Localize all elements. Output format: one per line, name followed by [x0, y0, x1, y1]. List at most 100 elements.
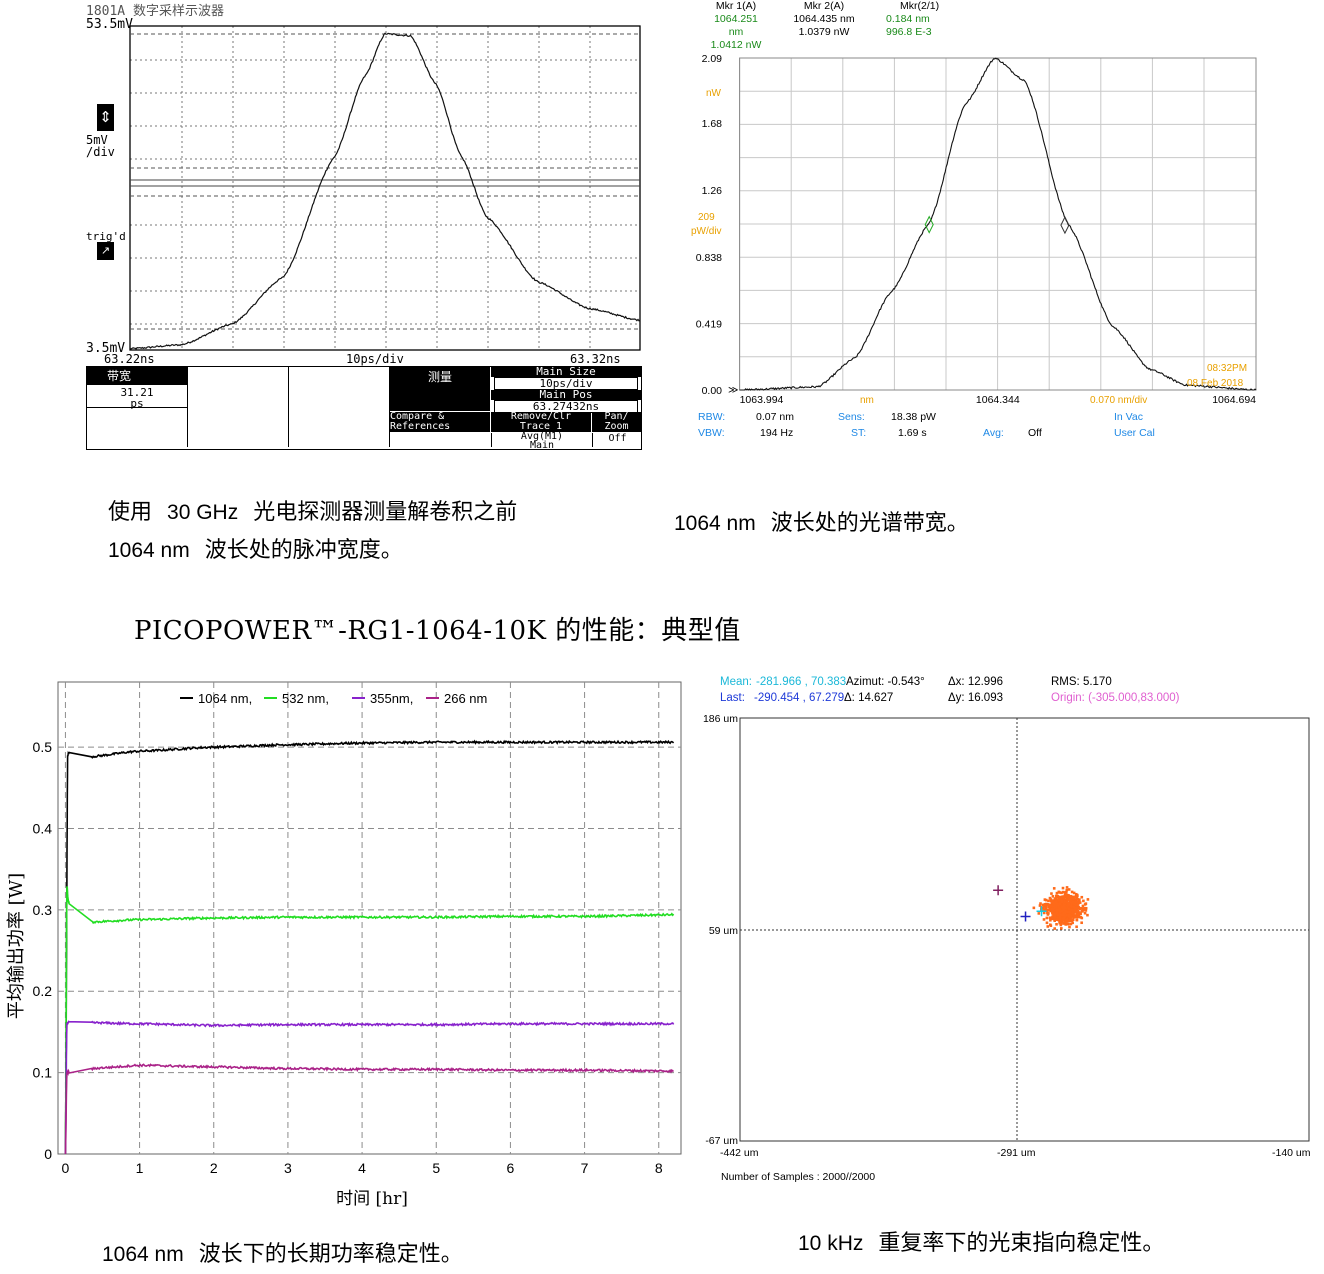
section-title: PICOPOWER™-RG1-1064-10K 的性能：典型值: [134, 616, 741, 646]
power-x-axis-label: 时间 [hr]: [336, 1189, 408, 1209]
pointing-sample-dot: [1063, 891, 1067, 894]
pointing-sample-dot: [1061, 907, 1065, 910]
caption-pulse-line-1: 使用 30 GHz 光电探测器测量解卷积之前: [108, 494, 648, 532]
bandwidth-cell[interactable]: 带宽 31.21 ps: [87, 367, 188, 447]
pointing-sample-dot: [1050, 916, 1054, 920]
osa-spectrum-trace: [739, 57, 1257, 391]
pointing-sample-dot: [1071, 911, 1074, 914]
pointing-sample-dot: [1075, 906, 1079, 910]
pointing-sample-dot: [1049, 899, 1053, 903]
pointing-sample-dot: [1050, 910, 1054, 914]
avg-label: Avg:: [983, 427, 1004, 439]
caption-pointing-rate: 10 kHz: [798, 1232, 864, 1255]
pan-label: Pan/: [604, 411, 629, 422]
pointing-sample-dot: [1037, 912, 1041, 915]
pointing-sample-dot: [1067, 918, 1070, 921]
off-button[interactable]: Off: [592, 433, 642, 447]
power-series-line: [64, 1020, 675, 1154]
pointing-sample-dot: [1063, 906, 1067, 909]
pointing-sample-dot: [1055, 891, 1059, 895]
pointing-sample-dot: [1065, 888, 1069, 892]
measure-button[interactable]: 测量: [390, 367, 490, 411]
osa-x-unit: nm: [860, 395, 874, 406]
pointing-sample-dot: [1080, 907, 1084, 910]
power-y-tick-labels: 0 0.1 0.2 0.3 0.4 0.5: [33, 739, 53, 1162]
pointing-sample-dot: [1064, 923, 1068, 926]
pointing-sample-dot: [1055, 911, 1058, 914]
pointing-sample-dot: [1056, 903, 1059, 906]
osa-x-tick: 1064.694: [1212, 394, 1256, 406]
pointing-sample-dot: [1056, 904, 1060, 908]
empty-cell-1: [188, 367, 289, 447]
pointing-sample-dot: [1074, 900, 1078, 904]
pointing-sample-dot: [1044, 898, 1048, 902]
pointing-sample-dot: [1063, 895, 1066, 898]
dy-value: Δy: 16.093: [948, 692, 1003, 704]
pointing-scatter-cloud: [1032, 886, 1090, 930]
rms-value: RMS: 5.170: [1051, 676, 1112, 688]
pointing-sample-dot: [1078, 901, 1082, 904]
pointing-sample-dot: [1058, 891, 1062, 894]
pointing-sample-dot: [1049, 904, 1053, 908]
pointing-sample-dot: [1080, 916, 1084, 920]
remove-label-2: Trace 1: [519, 421, 563, 432]
mkr1-wavelength: 1064.251 nm: [714, 13, 758, 38]
pointing-sample-dot: [1062, 917, 1065, 921]
last-label: Last:: [720, 692, 745, 704]
main-size-cell[interactable]: Main Size 10ps/div Main Pos 63.27432ns: [491, 366, 641, 413]
pointing-sample-dot: [1083, 911, 1087, 915]
pointing-sample-dot: [1069, 922, 1073, 926]
avg-button[interactable]: Avg(M1) Main: [491, 432, 592, 451]
pointing-sample-dot: [1042, 906, 1045, 910]
pointing-sample-dot: [1050, 907, 1054, 911]
pointing-sample-dot: [1042, 905, 1046, 908]
bandwidth-label: 带宽: [87, 367, 187, 385]
caption-power-stability: 1064 nm 波长下的长期功率稳定性。: [102, 1236, 662, 1274]
osa-y-tick: 1.26: [702, 185, 723, 197]
pointing-sample-dot: [1054, 900, 1058, 903]
caption-pulse-text-a: 使用: [108, 500, 153, 525]
pointing-y-mid: 59 um: [709, 925, 738, 937]
osa-x-tick-labels: 1063.994 1064.344 1064.694: [740, 394, 1257, 406]
caption-pointing-stability: 10 kHz 重复率下的光束指向稳定性。: [798, 1225, 1318, 1263]
power-legend: 1064 nm, 532 nm, 355nm, 266 nm: [180, 691, 487, 706]
power-y-tick: 0.1: [33, 1065, 53, 1081]
pointing-sample-dot: [1053, 912, 1056, 916]
pointing-sample-dot: [1052, 909, 1056, 913]
pointing-sample-dot: [1061, 919, 1065, 922]
pointing-sample-dot: [1047, 912, 1050, 915]
pointing-sample-dot: [1056, 913, 1060, 917]
pointing-sample-dot: [1072, 891, 1076, 895]
pan-zoom-button[interactable]: Pan/ Zoom: [592, 412, 641, 432]
pointing-sample-dot: [1045, 916, 1049, 920]
pointing-sample-dot: [1047, 899, 1050, 903]
pointing-sample-dot: [1067, 888, 1071, 891]
compare-references-button[interactable]: Compare & References: [390, 412, 490, 432]
pointing-sample-dot: [1065, 898, 1069, 902]
pointing-sample-dot: [1059, 897, 1062, 900]
pointing-sample-dot: [1049, 898, 1053, 901]
power-y-tick: 0.5: [33, 739, 53, 755]
pointing-sample-dot: [1061, 890, 1065, 894]
pointing-sample-dot: [1059, 923, 1063, 927]
pointing-sample-dot: [1052, 902, 1056, 906]
mkr1-block: Mkr 1(A) 1064.251 nm 1.0412 nW: [706, 0, 766, 52]
remove-clr-button[interactable]: Remove/Clr Trace 1: [491, 412, 591, 432]
caption-spectral-wavelength: 1064 nm: [674, 512, 756, 535]
pointing-sample-dot: [1068, 910, 1072, 914]
pointing-sample-dot: [1071, 921, 1074, 925]
pointing-sample-dot: [1077, 898, 1081, 901]
scope-scale-label: 5mV /div: [86, 134, 115, 158]
pointing-sample-dot: [1077, 902, 1080, 905]
pointing-sample-dot: [1069, 900, 1072, 903]
main-size-value: 10ps/div: [494, 377, 638, 390]
osa-y-tick-labels: 0.00 0.419 0.838 1.26 1.68 2.09: [696, 53, 722, 397]
cal-label: User Cal: [1114, 427, 1155, 439]
sens-value: 18.38 pW: [891, 411, 936, 423]
rbw-label: RBW:: [698, 411, 726, 423]
pointing-sample-dot: [1052, 917, 1056, 921]
pointing-chart: 186 um 59 um -67 um -442 um -291 um -140…: [703, 713, 1311, 1183]
power-series-line: [64, 739, 675, 1154]
last-marker-icon: [1020, 911, 1031, 922]
vbw-value: 194 Hz: [760, 427, 794, 439]
